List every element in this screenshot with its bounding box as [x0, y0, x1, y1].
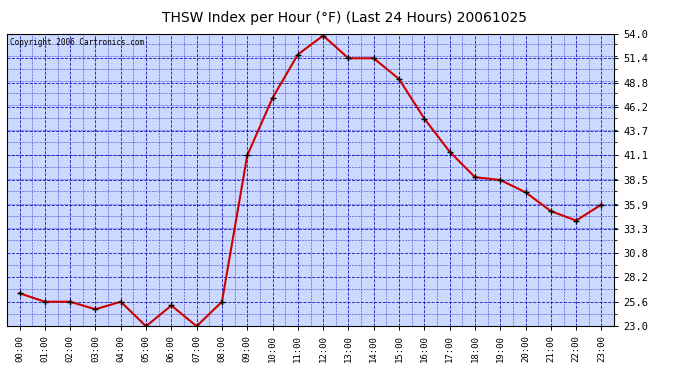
Text: Copyright 2006 Cartronics.com: Copyright 2006 Cartronics.com: [10, 38, 144, 47]
Text: THSW Index per Hour (°F) (Last 24 Hours) 20061025: THSW Index per Hour (°F) (Last 24 Hours)…: [163, 11, 527, 25]
